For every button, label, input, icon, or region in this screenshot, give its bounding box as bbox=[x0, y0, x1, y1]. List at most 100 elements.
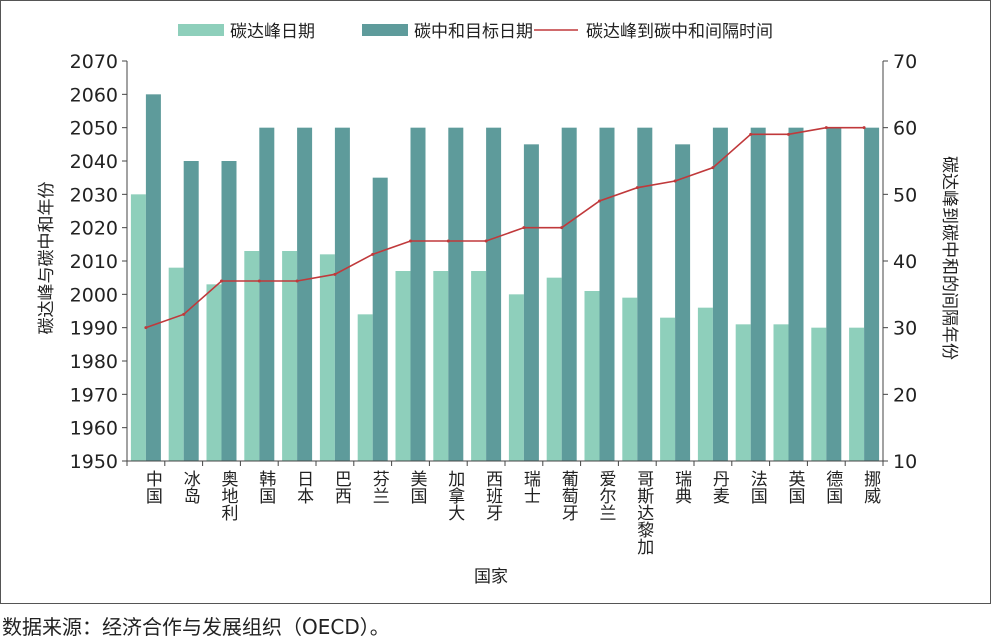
bar-peak-date bbox=[395, 271, 411, 461]
x-tick-label: 挪威 bbox=[860, 470, 881, 505]
bars-group bbox=[130, 94, 880, 462]
gap-point bbox=[787, 132, 790, 136]
gap-point bbox=[484, 239, 488, 243]
y-left-tick-label: 2040 bbox=[70, 151, 118, 173]
gap-point bbox=[673, 179, 677, 183]
gap-point bbox=[220, 279, 223, 283]
x-tick-label: 加拿大 bbox=[444, 470, 465, 521]
x-tick-label: 丹麦 bbox=[709, 470, 730, 504]
x-tick-label: 法国 bbox=[747, 470, 768, 504]
x-tick-label: 英国 bbox=[785, 470, 806, 504]
bar-peak-date bbox=[433, 271, 449, 461]
bar-peak-date bbox=[319, 254, 335, 461]
gap-line bbox=[145, 126, 865, 329]
bar-neutral-target bbox=[334, 127, 350, 462]
x-tick-label: 哥斯达黎加 bbox=[633, 470, 654, 555]
y-left-tick-label: 1950 bbox=[70, 451, 118, 473]
bar-neutral-target bbox=[372, 177, 388, 461]
bar-neutral-target bbox=[297, 127, 313, 462]
x-tick-label: 瑞典 bbox=[671, 470, 692, 504]
y-right-tick-label: 30 bbox=[893, 318, 917, 340]
gap-point bbox=[182, 312, 186, 316]
gap-point bbox=[409, 239, 412, 243]
y-left-tick-label: 1960 bbox=[70, 418, 118, 440]
source-note: 数据来源：经济合作与发展组织（OECD）。 bbox=[2, 615, 390, 639]
bar-neutral-target bbox=[523, 144, 539, 462]
bar-neutral-target bbox=[826, 127, 842, 462]
x-tick-label: 葡萄牙 bbox=[558, 470, 579, 522]
x-tick-label: 冰岛 bbox=[180, 470, 201, 505]
bar-peak-date bbox=[244, 251, 260, 461]
bar-neutral-target bbox=[145, 94, 161, 461]
y-left-tick-label: 2010 bbox=[70, 251, 118, 273]
gap-point bbox=[333, 272, 337, 276]
gap-point bbox=[711, 166, 715, 170]
bar-neutral-target bbox=[864, 127, 880, 462]
bar-neutral-target bbox=[183, 161, 199, 461]
line-group bbox=[144, 126, 866, 330]
bar-neutral-target bbox=[448, 127, 464, 462]
bar-neutral-target bbox=[599, 127, 615, 462]
bar-peak-date bbox=[660, 317, 676, 461]
axes-group: 1950 1960 1970 1980 1990 2000 2010 2020 2030 2040… bbox=[70, 51, 918, 555]
bar-peak-date bbox=[811, 327, 827, 461]
bar-neutral-target bbox=[788, 127, 804, 462]
x-tick-label: 奥地利 bbox=[218, 470, 239, 521]
bar-peak-date bbox=[849, 327, 865, 461]
bar-neutral-target bbox=[259, 127, 275, 462]
bar-peak-date bbox=[206, 284, 222, 461]
y-right-tick-label: 40 bbox=[893, 251, 917, 273]
y-right-tick-label: 60 bbox=[893, 118, 917, 140]
y-left-tick-label: 2000 bbox=[70, 284, 118, 306]
gap-point bbox=[635, 186, 639, 190]
legend-label: 碳中和目标日期 bbox=[414, 22, 533, 42]
gap-point bbox=[371, 252, 375, 256]
y-left-tick-label: 2050 bbox=[70, 118, 118, 140]
gap-point bbox=[257, 279, 261, 283]
bar-peak-date bbox=[282, 251, 298, 461]
gap-point bbox=[295, 279, 299, 283]
x-tick-label: 瑞士 bbox=[520, 470, 541, 504]
x-tick-label: 芬兰 bbox=[369, 470, 390, 504]
bar-peak-date bbox=[773, 324, 789, 461]
gap-point bbox=[144, 326, 148, 330]
gap-point bbox=[598, 199, 601, 203]
bar-peak-date bbox=[735, 324, 751, 461]
y-right-tick-label: 10 bbox=[893, 451, 917, 473]
x-axis-title: 国家 bbox=[474, 567, 508, 587]
y-right-tick-label: 50 bbox=[893, 184, 917, 206]
bar-peak-date bbox=[508, 294, 524, 461]
x-tick-label: 日本 bbox=[293, 470, 314, 504]
bar-peak-date bbox=[130, 194, 146, 462]
x-tick-label: 中国 bbox=[142, 470, 162, 504]
x-tick-label: 巴西 bbox=[331, 470, 351, 504]
y-left-tick-label: 2020 bbox=[70, 218, 118, 240]
bar-peak-date bbox=[168, 267, 184, 461]
bar-neutral-target bbox=[712, 127, 728, 462]
bar-neutral-target bbox=[637, 127, 653, 462]
y-left-tick-label: 1990 bbox=[70, 318, 118, 340]
legend-label: 碳达峰日期 bbox=[230, 22, 315, 42]
gap-point bbox=[749, 132, 753, 136]
y-left-tick-label: 2030 bbox=[70, 184, 118, 206]
y-left-tick-label: 1970 bbox=[70, 384, 118, 406]
bar-neutral-target bbox=[486, 127, 502, 462]
bar-peak-date bbox=[471, 271, 487, 461]
gap-point bbox=[560, 226, 564, 230]
gap-point bbox=[862, 126, 866, 130]
legend-label: 碳达峰到碳中和间隔时间 bbox=[586, 22, 773, 42]
y-right-tick-label: 70 bbox=[893, 51, 917, 73]
bar-neutral-target bbox=[675, 144, 691, 462]
legend-swatch bbox=[178, 24, 224, 36]
bar-peak-date bbox=[584, 291, 600, 461]
y-axis-left-title: 碳达峰与碳中和年份 bbox=[37, 182, 57, 335]
chart-frame bbox=[0, 0, 991, 604]
y-axis-right-title: 碳达峰到碳中和的间隔年份 bbox=[939, 156, 959, 360]
x-tick-label: 美国 bbox=[407, 470, 428, 504]
x-tick-label: 韩国 bbox=[255, 470, 276, 504]
y-left-tick-label: 1980 bbox=[70, 351, 118, 373]
bar-neutral-target bbox=[750, 127, 766, 462]
bar-peak-date bbox=[357, 314, 373, 461]
legend-swatch bbox=[362, 24, 408, 36]
legend: 碳达峰日期 碳中和目标日期 碳达峰到碳中和间隔时间 bbox=[178, 22, 773, 42]
